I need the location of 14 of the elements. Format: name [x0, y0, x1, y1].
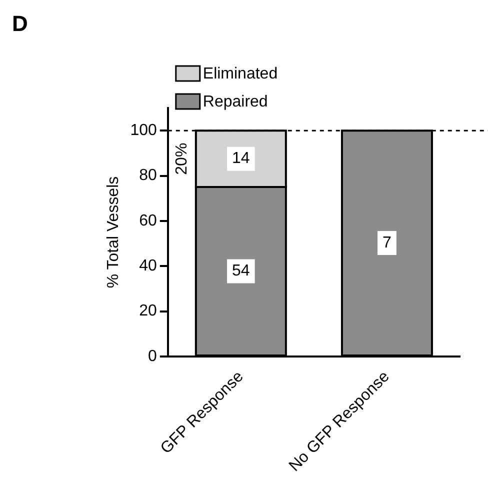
legend-label: Repaired — [202, 93, 268, 110]
y-tick-label: 0 — [148, 348, 157, 365]
legend-label: Eliminated — [202, 65, 278, 82]
text: D — [12, 11, 28, 36]
y-tick-label: 20 — [139, 302, 157, 320]
y-tick-label: 40 — [139, 258, 157, 275]
annotation: 7 — [382, 234, 392, 252]
y-axis-title: % Total Vessels — [105, 176, 122, 288]
annotation: 20% — [173, 142, 190, 175]
y-tick-label: 80 — [139, 167, 157, 184]
y-tick-label: 60 — [139, 212, 157, 230]
annotation: 14 — [232, 150, 250, 168]
y-tick-label: 100 — [130, 122, 157, 139]
annotation: 54 — [232, 262, 250, 280]
